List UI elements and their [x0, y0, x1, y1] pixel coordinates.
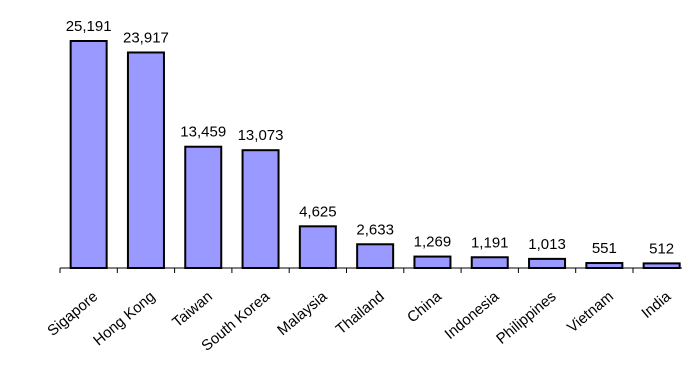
category-label: Sigapore — [44, 288, 101, 340]
bar-malaysia — [298, 225, 337, 269]
category-label: Vietnam — [564, 288, 617, 336]
category-label: China — [404, 288, 445, 327]
category-label: Malaysia — [274, 288, 331, 339]
category-label: India — [638, 288, 674, 322]
value-label: 13,073 — [238, 127, 284, 144]
value-label: 1,269 — [414, 234, 452, 251]
bar-china — [413, 255, 452, 270]
category-label: Hong Kong — [90, 288, 158, 349]
value-label: 2,633 — [356, 221, 394, 238]
category-label: Taiwan — [169, 288, 216, 331]
category-label: Philippines — [493, 288, 560, 348]
bar-sigapore — [69, 40, 108, 269]
category-label: Thailand — [333, 288, 388, 338]
value-label: 1,191 — [471, 234, 509, 251]
value-label: 551 — [592, 240, 617, 257]
value-label: 23,917 — [123, 29, 169, 46]
value-label: 25,191 — [66, 18, 112, 35]
bar-vietnam — [585, 262, 624, 269]
value-label: 512 — [649, 240, 674, 257]
value-labels-group: 25,191 23,917 13,459 13,073 4,625 2,633 1,269 1… — [66, 18, 674, 257]
bar-india — [642, 262, 681, 270]
bar-hong-kong — [126, 51, 165, 269]
bar-south-korea — [241, 149, 280, 269]
x-axis-ticks-group — [59, 268, 634, 273]
value-label: 13,459 — [180, 124, 226, 141]
bar-taiwan — [184, 145, 223, 270]
bars-group — [69, 40, 681, 270]
bar-thailand — [356, 243, 395, 270]
bar-philippines — [528, 257, 567, 270]
bar-indonesia — [470, 256, 509, 269]
value-label: 1,013 — [528, 236, 566, 253]
value-label: 4,625 — [299, 203, 337, 220]
